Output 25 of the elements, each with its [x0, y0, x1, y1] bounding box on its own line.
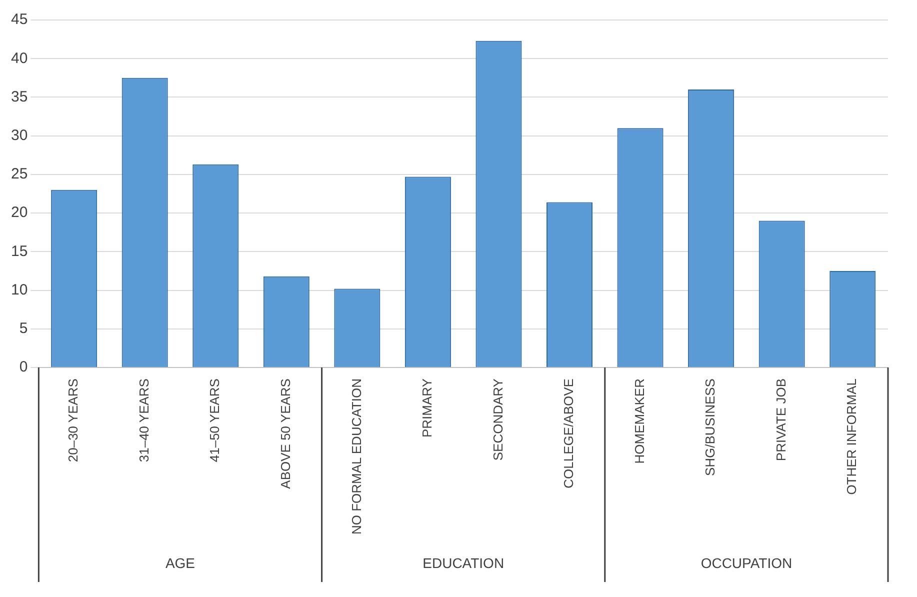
x-tick-label: 20–30 YEARS: [66, 378, 81, 462]
x-tick-label: SECONDARY: [490, 378, 506, 461]
x-tick-label: PRIVATE JOB: [773, 378, 788, 462]
text: EDUCATION: [422, 554, 504, 571]
y-tick-label: 0: [19, 358, 28, 376]
y-tick-label: 10: [10, 281, 28, 298]
x-tick-label: HOMEMAKER: [632, 378, 647, 464]
y-tick-label: 30: [10, 126, 28, 144]
x-tick-label: OTHER INFORMAL: [844, 378, 860, 495]
x-tick-label: ABOVE 50 YEARS: [278, 378, 293, 489]
y-tick-label: 40: [10, 50, 28, 67]
text: AGE: [165, 554, 196, 571]
x-tick-label: 31–40 YEARS: [136, 378, 152, 462]
y-tick-label: 20: [10, 204, 28, 222]
y-tick-label: 35: [10, 88, 28, 106]
x-tick-label: SHG/BUSINESS: [702, 378, 718, 476]
y-tick-label: 25: [10, 166, 28, 183]
x-tick-label: COLLEGE/ABOVE: [561, 378, 576, 488]
y-tick-label: 45: [10, 11, 28, 28]
y-tick-label: 15: [10, 242, 28, 260]
x-tick-label: NO FORMAL EDUCATION: [348, 378, 364, 535]
y-tick-label: 5: [19, 320, 28, 338]
text: OCCUPATION: [700, 554, 792, 571]
x-tick-label: 41–50 YEARS: [207, 378, 222, 462]
x-tick-label: PRIMARY: [420, 378, 435, 438]
